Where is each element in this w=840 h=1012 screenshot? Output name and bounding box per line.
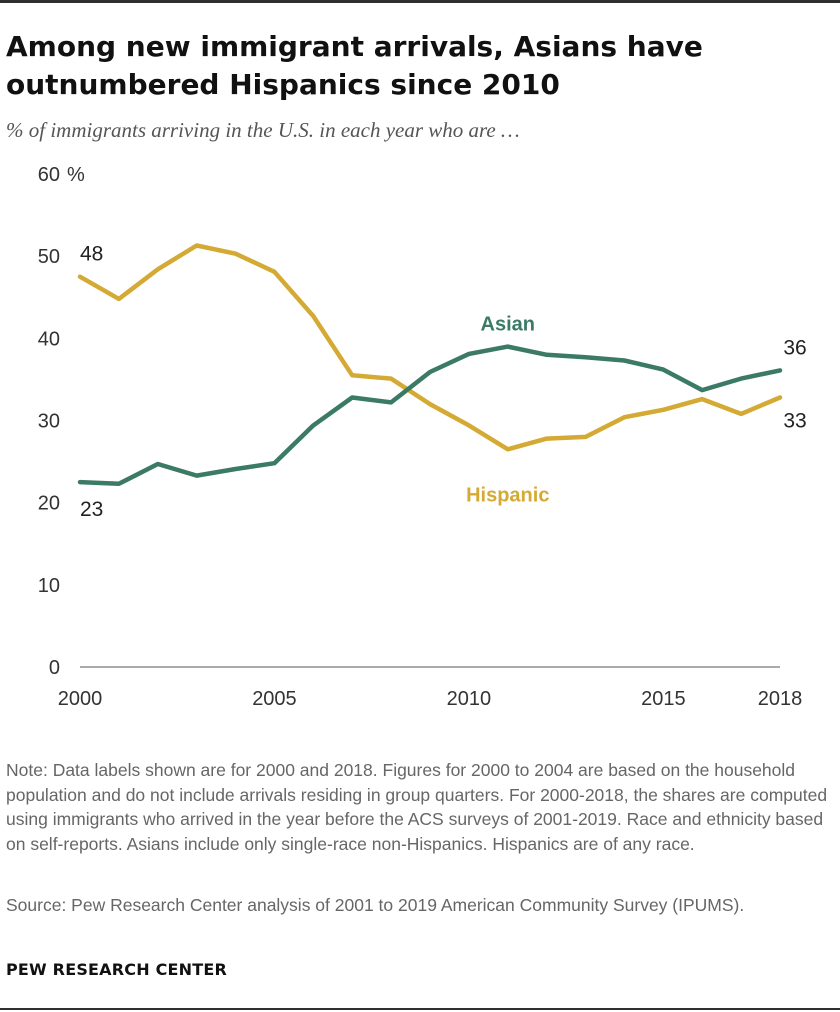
top-rule [0,0,840,3]
x-axis-ticks: 2000 2005 2010 2015 2018 [58,688,803,710]
x-tick-label: 2005 [252,688,297,710]
y-tick-label: 20 [38,493,60,515]
hispanic-series-line [77,243,783,452]
asian-start-label: 23 [80,498,103,521]
line-chart: 0 10 20 30 40 50 60% 2000 2005 2010 2015 2018 Asia… [38,164,807,710]
series-lines [77,243,783,487]
x-tick-label: 2010 [447,688,492,710]
bottom-rule [0,1008,840,1010]
y-tick-label: 50 [38,246,60,268]
y-tick-label: 40 [38,328,60,350]
hispanic-start-label: 48 [80,243,103,266]
y-tick-label: 60 [38,164,60,186]
y-axis-ticks: 0 10 20 30 40 50 60% [38,164,85,679]
hispanic-series-label: Hispanic [466,484,549,506]
x-tick-label: 2015 [641,688,686,710]
hispanic-end-label: 33 [783,409,806,432]
brand-logo-text: PEW RESEARCH CENTER [6,960,228,979]
y-tick-label: 0 [49,657,60,679]
asian-end-label: 36 [783,336,806,359]
y-tick-label: 30 [38,411,60,433]
chart-note: Note: Data labels shown are for 2000 and… [6,760,828,854]
x-tick-label: 2000 [58,688,103,710]
chart-title: Among new immigrant arrivals, Asians hav… [6,30,703,101]
asian-series-line [77,344,783,487]
y-tick-label: 10 [38,575,60,597]
asian-series-label: Asian [481,314,535,336]
y-tick-unit: % [67,164,85,186]
data-labels: Asian Hispanic 48 23 36 33 [80,243,807,521]
x-tick-label: 2018 [758,688,803,710]
chart-subtitle: % of immigrants arriving in the U.S. in … [6,118,520,142]
chart-source: Source: Pew Research Center analysis of … [6,895,745,915]
